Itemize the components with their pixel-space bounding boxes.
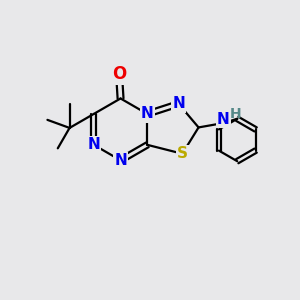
Text: N: N [217,112,230,127]
Text: H: H [230,107,241,121]
Text: N: N [87,137,100,152]
Text: N: N [172,96,185,111]
Text: N: N [141,106,154,122]
Text: O: O [112,65,126,83]
Text: N: N [114,153,127,168]
Text: S: S [177,146,188,161]
